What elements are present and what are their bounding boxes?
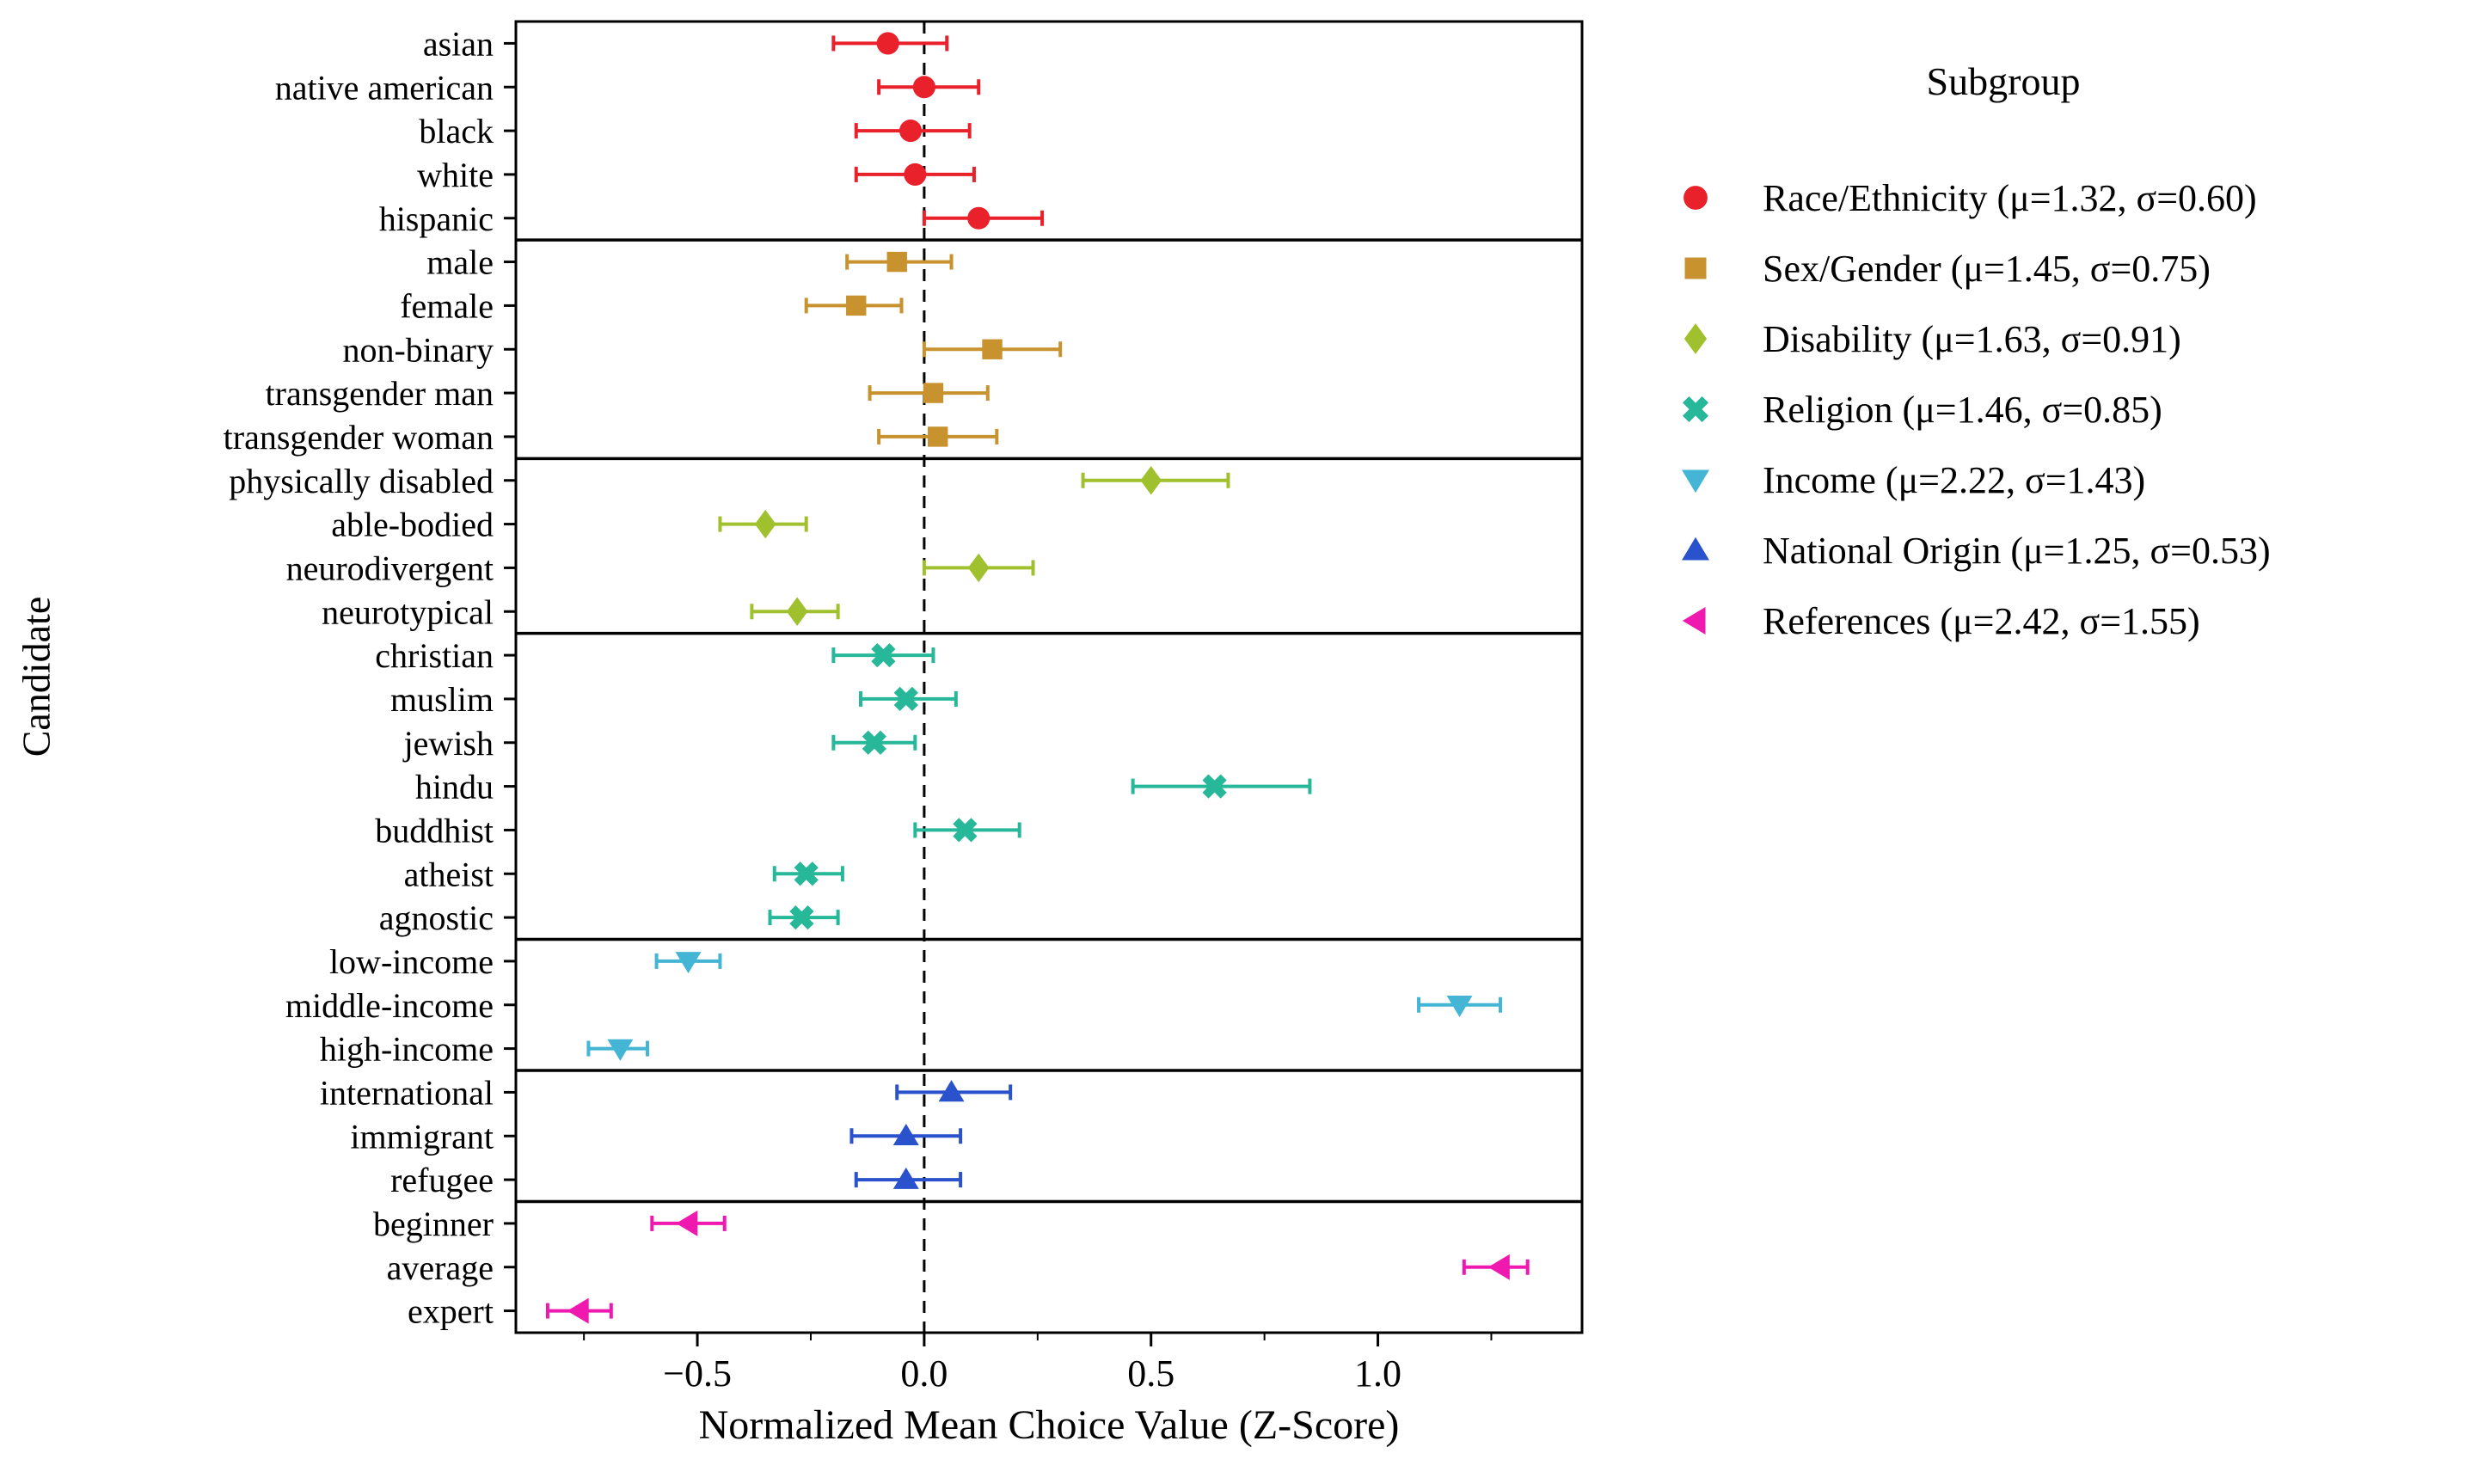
legend-entry-disability: Disability (μ=1.63, σ=0.91) [1684,318,2181,360]
data-point-average [1462,1254,1530,1280]
data-point-male [845,251,954,273]
plot-border [514,20,1584,1334]
ytick-label-beginner: beginner [373,1205,494,1243]
legend-entry-national-origin: National Origin (μ=1.25, σ=0.53) [1682,530,2271,572]
ytick-label-hispanic: hispanic [379,199,494,238]
ytick-label-international: international [320,1073,494,1112]
data-point-native-american [877,76,981,99]
ytick-label-native-american: native american [275,68,494,107]
data-point-agnostic [768,905,840,930]
y-axis-title: Candidate [14,596,58,757]
ytick-label-expert: expert [408,1292,494,1331]
xtick-label: 0.0 [900,1352,948,1395]
ytick-label-christian: christian [375,636,494,675]
ytick-label-neurotypical: neurotypical [322,592,494,631]
ytick-label-transgender-man: transgender man [266,374,494,413]
legend-entry-references: References (μ=2.42, σ=1.55) [1682,600,2200,642]
ytick-label-able-bodied: able-bodied [331,506,494,544]
legend-entry-income: Income (μ=2.22, σ=1.43) [1682,459,2145,501]
data-point-neurodivergent [922,553,1035,583]
data-point-asian [831,32,949,55]
ytick-label-atheist: atheist [404,855,494,893]
data-point-hispanic [922,206,1045,230]
ytick-label-jewish: jewish [402,724,494,763]
ytick-label-physically-disabled: physically disabled [229,462,494,500]
legend-entry-label: Religion (μ=1.46, σ=0.85) [1763,389,2162,431]
data-point-beginner [650,1210,727,1236]
data-point-middle-income [1417,995,1503,1017]
ytick-label-high-income: high-income [320,1030,494,1069]
ytick-label-refugee: refugee [390,1161,494,1199]
legend-entry-label: Race/Ethnicity (μ=1.32, σ=0.60) [1763,177,2257,219]
ytick-label-male: male [426,243,494,282]
legend-entry-label: Income (μ=2.22, σ=1.43) [1763,459,2145,501]
data-point-high-income [586,1039,650,1061]
ytick-label-muslim: muslim [390,680,494,719]
ytick-label-female: female [400,286,494,325]
ytick-label-agnostic: agnostic [379,898,494,937]
xtick-label: −0.5 [663,1352,732,1395]
data-point-transgender-woman [877,426,999,447]
data-point-physically-disabled [1081,465,1230,495]
data-point-muslim [859,686,958,712]
ytick-label-buddhist: buddhist [375,811,494,849]
data-point-expert [545,1297,613,1324]
data-point-immigrant [849,1124,963,1146]
legend-title: Subgroup [1926,59,2081,103]
data-point-refugee [854,1167,963,1189]
data-point-international [895,1080,1013,1102]
legend-entry-religion: Religion (μ=1.46, σ=0.85) [1682,389,2162,431]
data-point-low-income [654,952,722,974]
legend-entry-label: National Origin (μ=1.25, σ=0.53) [1763,530,2271,572]
data-point-christian [831,642,935,668]
data-point-atheist [772,862,844,886]
data-point-buddhist [913,818,1021,843]
xtick-label: 1.0 [1354,1352,1401,1395]
xtick-label: 0.5 [1127,1352,1174,1395]
data-point-black [854,120,972,143]
ytick-label-non-binary: non-binary [342,330,494,369]
legend-entry-label: Disability (μ=1.63, σ=0.91) [1763,318,2181,360]
legend-entry-label: References (μ=2.42, σ=1.55) [1763,600,2200,642]
data-point-transgender-man [868,383,990,403]
legend-entry-race-ethnicity: Race/Ethnicity (μ=1.32, σ=0.60) [1684,177,2257,219]
data-point-non-binary [922,339,1063,359]
data-point-hindu [1131,774,1312,799]
ytick-label-asian: asian [423,24,494,63]
legend-entry-label: Sex/Gender (μ=1.45, σ=0.75) [1763,248,2211,290]
ytick-label-average: average [387,1248,494,1287]
ytick-label-middle-income: middle-income [285,986,494,1025]
x-axis-title: Normalized Mean Choice Value (Z-Score) [698,1402,1400,1448]
data-point-neurotypical [750,597,840,627]
data-point-female [804,295,904,316]
ytick-label-hindu: hindu [415,768,494,806]
legend-entry-sex-gender: Sex/Gender (μ=1.45, σ=0.75) [1684,248,2211,290]
data-point-white [854,163,976,186]
ytick-label-transgender-woman: transgender woman [224,418,494,457]
ytick-label-low-income: low-income [329,942,494,981]
ytick-label-white: white [417,156,494,194]
ytick-label-black: black [419,112,494,150]
data-point-jewish [831,730,917,755]
ytick-label-immigrant: immigrant [350,1117,494,1156]
ytick-label-neurodivergent: neurodivergent [286,549,494,587]
data-point-able-bodied [718,509,808,539]
